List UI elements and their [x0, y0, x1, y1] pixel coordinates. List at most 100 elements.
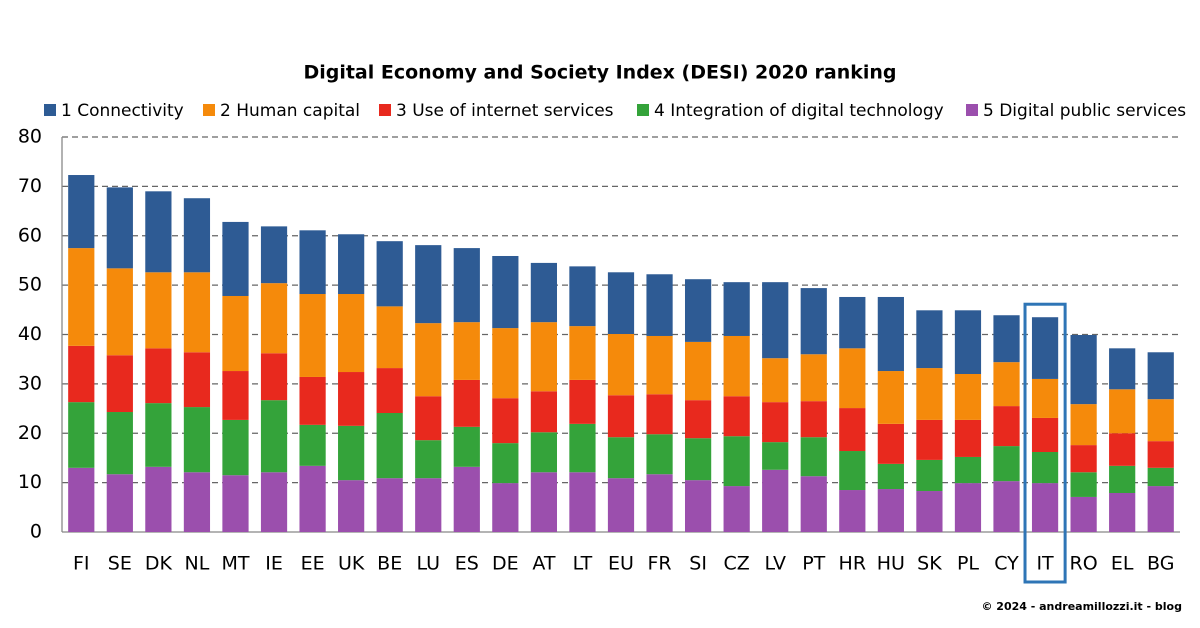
bar-segment: [299, 294, 326, 377]
bar-segment: [993, 315, 1020, 363]
bar-segment: [415, 323, 442, 397]
bar-segment: [338, 234, 365, 295]
bar-segment: [299, 230, 326, 295]
bar-segment: [916, 491, 943, 532]
bar-segment: [145, 466, 172, 532]
bar-segment: [762, 402, 789, 443]
bar-segment: [145, 272, 172, 349]
bar-segment: [299, 376, 326, 425]
bar-segment: [569, 379, 596, 424]
x-tick-label: BG: [1147, 553, 1174, 575]
bar-segment: [684, 279, 712, 342]
bar-segment: [1031, 483, 1059, 532]
bar-segment: [222, 221, 249, 296]
x-tick-label: IE: [265, 553, 283, 575]
bar-segment: [762, 469, 789, 532]
bar-segment: [222, 371, 249, 420]
bar-segment: [646, 394, 673, 435]
bar-segment: [106, 355, 133, 413]
bar-segment: [646, 474, 673, 532]
bar-segment: [1109, 433, 1136, 466]
legend-label: 3 Use of internet services: [396, 101, 614, 121]
bar-segment: [260, 353, 288, 401]
bar-segment: [877, 296, 904, 372]
bar-segment: [1070, 496, 1097, 532]
bar-segment: [1147, 486, 1174, 532]
x-tick-label: NL: [185, 553, 210, 575]
bar-segment: [453, 379, 480, 427]
x-tick-label: LU: [416, 553, 440, 575]
bar-segment: [723, 486, 750, 532]
bar-segment: [376, 241, 403, 307]
bar-segment: [723, 282, 750, 336]
bar-segment: [723, 436, 750, 487]
bar-segment: [993, 446, 1020, 482]
bar-segment: [492, 328, 519, 399]
bar-segment: [1031, 417, 1059, 453]
bar-segment: [1147, 399, 1174, 442]
bar-segment: [1070, 472, 1097, 497]
bar-segment: [106, 412, 133, 475]
y-tick-label: 40: [18, 323, 42, 345]
bar-segment: [415, 396, 442, 441]
x-tick-label: LT: [573, 553, 593, 575]
x-tick-label: BE: [377, 553, 402, 575]
bar-segment: [1031, 317, 1059, 379]
y-tick-label: 20: [18, 422, 42, 444]
bar-segment: [1031, 378, 1059, 418]
y-tick-label: 80: [18, 126, 42, 148]
bar-segment: [646, 335, 673, 395]
x-tick-label: PT: [802, 553, 825, 575]
bar-segment: [762, 282, 789, 359]
legend-swatch: [379, 104, 391, 116]
bar-segment: [723, 396, 750, 437]
bar-segment: [106, 187, 133, 269]
bar-segment: [338, 480, 365, 532]
x-tick-label: LV: [764, 553, 786, 575]
bar-segment: [916, 459, 943, 492]
legend-label: 1 Connectivity: [61, 101, 184, 121]
x-tick-label: IT: [1036, 553, 1054, 575]
bar-segment: [800, 288, 827, 355]
bar-segment: [684, 341, 712, 401]
bar-segment: [1070, 404, 1097, 446]
bar-segment: [877, 489, 904, 532]
bar-segment: [954, 374, 982, 420]
x-tick-label: SI: [689, 553, 707, 575]
x-tick-label: HR: [839, 553, 867, 575]
x-tick-label: FI: [73, 553, 90, 575]
y-tick-label: 30: [18, 372, 42, 394]
bar-segment: [916, 368, 943, 420]
bar-segment: [954, 310, 982, 374]
bar-segment: [260, 400, 288, 473]
bar-segment: [800, 354, 827, 402]
bar-segment: [607, 478, 635, 532]
highlight-box: [1023, 302, 1067, 584]
bar-segment: [800, 476, 827, 532]
bar-segment: [453, 322, 480, 380]
bar-segment: [839, 296, 866, 349]
legend-label: 2 Human capital: [220, 101, 360, 121]
y-tick-label: 0: [30, 521, 42, 543]
bar-segment: [530, 432, 558, 473]
bar-segment: [877, 463, 904, 490]
bar-segment: [338, 425, 365, 481]
x-tick-label: UK: [338, 553, 365, 575]
bar-segment: [338, 294, 365, 373]
legend-label: 4 Integration of digital technology: [654, 101, 944, 121]
bar-segment: [762, 358, 789, 403]
legend-swatch: [637, 104, 649, 116]
legend-swatch: [44, 104, 56, 116]
bar-segment: [877, 371, 904, 424]
bar-segment: [1147, 441, 1174, 468]
y-tick-label: 50: [18, 274, 42, 296]
bar-segment: [376, 478, 403, 532]
x-tick-label: EL: [1111, 553, 1134, 575]
bar-segment: [530, 391, 558, 433]
bar-segment: [1109, 389, 1136, 434]
bar-segment: [376, 413, 403, 479]
bar-segment: [183, 352, 211, 408]
bar-segment: [376, 306, 403, 369]
bar-segment: [183, 407, 211, 473]
bar-segment: [492, 255, 519, 329]
